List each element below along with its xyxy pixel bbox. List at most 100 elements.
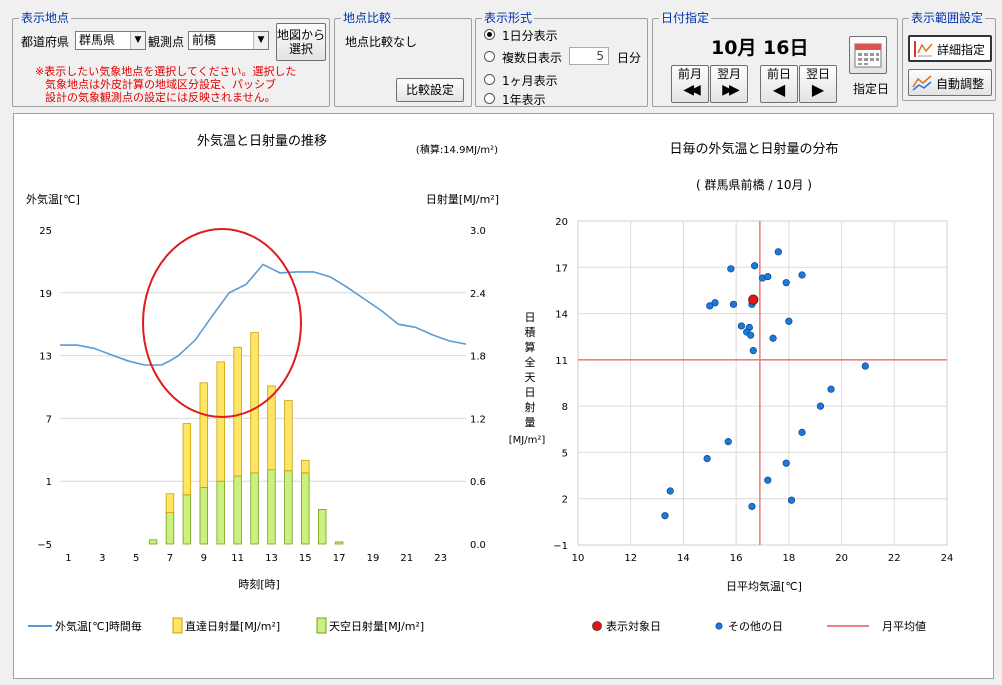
scatter-x-axis-label: 日平均気温[℃] <box>726 579 802 593</box>
scatter-y-tick-label: 20 <box>555 217 568 228</box>
x-tick-label: 17 <box>333 553 346 564</box>
scatter-y-tick-label: −1 <box>553 541 568 552</box>
scatter-point <box>724 438 732 446</box>
highlight-circle <box>142 228 302 418</box>
map-select-button[interactable]: 地図から 選択 <box>276 23 326 61</box>
diffuse-radiation-bar <box>233 475 242 545</box>
prefecture-select[interactable]: 群馬県 ▼ <box>75 31 146 50</box>
y-right-tick-label: 3.0 <box>470 226 486 237</box>
auto-adjust-label: 自動調整 <box>936 77 985 91</box>
display-format-title: 表示形式 <box>482 11 535 25</box>
scatter-x-tick-label: 24 <box>941 553 954 564</box>
prev-day-label: 前日 <box>766 67 791 81</box>
radio-month[interactable] <box>484 74 495 85</box>
days-unit-label: 日分 <box>617 51 642 65</box>
scatter-y-label-char: 射 <box>525 400 536 414</box>
scatter-point <box>750 262 759 270</box>
station-value: 前橋 <box>192 33 217 47</box>
legend-diffuse-label: 天空日射量[MJ/m²] <box>329 619 424 633</box>
x-tick-label: 9 <box>201 553 207 564</box>
calendar-button[interactable] <box>849 36 887 74</box>
legend-direct-label: 直達日射量[MJ/m²] <box>185 619 280 633</box>
left-chart-title: 外気温と日射量の推移 <box>197 133 327 149</box>
chart-panel: 外気温と日射量の推移 (積算:14.9MJ/m²) 外気温[℃] 日射量[MJ/… <box>13 113 994 679</box>
prev-day-button[interactable]: 前日 ◀ <box>760 65 798 103</box>
scatter-y-tick-label: 17 <box>555 263 568 274</box>
scatter-y-label-char: 量 <box>525 416 536 429</box>
radio-one-day[interactable] <box>484 29 495 40</box>
next-day-label: 翌日 <box>805 67 830 81</box>
right-arrow-icon: ▶ <box>811 80 825 99</box>
scatter-point <box>747 331 755 339</box>
auto-adjust-button[interactable]: 自動調整 <box>908 69 992 96</box>
x-tick-label: 15 <box>299 553 312 564</box>
left-x-axis-label: 時刻[時] <box>238 577 280 591</box>
scatter-y-label-char: 全 <box>525 355 536 369</box>
radio-multi-day[interactable] <box>484 51 495 62</box>
station-label: 観測点 <box>148 35 185 49</box>
scatter-point <box>798 271 806 279</box>
scatter-x-tick-label: 20 <box>835 553 848 564</box>
scatter-x-tick-label: 16 <box>730 553 743 564</box>
radio-year[interactable] <box>484 93 495 104</box>
radio-one-day-label: 1日分表示 <box>502 29 558 43</box>
y-right-tick-label: 0.6 <box>470 477 486 488</box>
next-day-button[interactable]: 翌日 ▶ <box>799 65 837 103</box>
right-chart-subtitle: ( 群馬県前橋 / 10月 ) <box>696 177 812 192</box>
multi-days-input[interactable]: 5 <box>569 47 609 65</box>
right-y-axis-label: 日射量[MJ/m²] <box>426 192 499 206</box>
double-left-arrow-icon: ◀◀ <box>683 82 701 98</box>
direct-radiation-bar <box>182 423 192 496</box>
range-detail-icon <box>914 41 933 57</box>
prev-month-button[interactable]: 前月 ◀◀ <box>671 65 709 103</box>
y-left-tick-label: 19 <box>39 289 52 300</box>
x-tick-label: 11 <box>231 553 244 564</box>
scatter-point <box>737 322 746 330</box>
left-arrow-icon: ◀ <box>772 80 786 99</box>
scatter-x-tick-label: 18 <box>782 553 795 564</box>
next-month-button[interactable]: 翌月 ▶▶ <box>710 65 748 103</box>
legend-direct-swatch <box>172 617 183 634</box>
left-chart-annotation: (積算:14.9MJ/m²) <box>416 143 498 156</box>
calendar-icon <box>854 43 882 68</box>
scatter-plot-area <box>577 220 948 546</box>
scatter-y-label-char: 日 <box>525 311 536 324</box>
chart-canvas: 外気温と日射量の推移 (積算:14.9MJ/m²) 外気温[℃] 日射量[MJ/… <box>26 133 954 634</box>
direct-radiation-bar <box>267 385 276 471</box>
scatter-point <box>782 459 790 467</box>
x-tick-label: 13 <box>265 553 278 564</box>
x-tick-label: 1 <box>65 553 71 564</box>
temperature-line <box>60 263 467 366</box>
direct-radiation-bar <box>284 400 293 472</box>
scatter-point <box>727 265 735 273</box>
left-y-axis-label: 外気温[℃] <box>26 192 80 206</box>
diffuse-radiation-bar <box>199 487 208 545</box>
legend-monthly-average-label: 月平均値 <box>882 620 926 633</box>
prefecture-value: 群馬県 <box>79 33 116 47</box>
detail-settings-button[interactable]: 詳細指定 <box>908 35 992 62</box>
station-select[interactable]: 前橋 ▼ <box>188 31 269 50</box>
compare-settings-button[interactable]: 比較設定 <box>396 78 464 102</box>
scatter-y-tick-label: 11 <box>555 356 568 367</box>
compare-group: 地点比較 地点比較なし 比較設定 <box>334 11 472 107</box>
y-right-tick-label: 0.0 <box>470 540 486 551</box>
date-group-title: 日付指定 <box>659 11 712 25</box>
y-right-tick-label: 1.8 <box>470 352 486 363</box>
prev-month-label: 前月 <box>677 67 702 81</box>
legend-other-days-label: その他の日 <box>728 620 783 633</box>
scatter-y-label-char: 日 <box>525 386 536 399</box>
y-right-tick-label: 2.4 <box>470 289 486 300</box>
location-note-line: ※表示したい気象地点を選択してください。選択した <box>35 65 297 78</box>
diffuse-radiation-bar <box>267 469 276 545</box>
y-right-tick-label: 1.2 <box>470 414 486 425</box>
direct-radiation-bar <box>301 459 310 474</box>
diffuse-radiation-bar <box>182 494 192 545</box>
scatter-x-tick-label: 22 <box>888 553 901 564</box>
scatter-x-tick-label: 14 <box>677 553 690 564</box>
location-group-title: 表示地点 <box>19 11 72 25</box>
scatter-x-tick-label: 10 <box>572 553 585 564</box>
scatter-point <box>764 272 772 281</box>
auto-adjust-icon <box>912 75 932 91</box>
diffuse-radiation-bar <box>284 470 293 545</box>
